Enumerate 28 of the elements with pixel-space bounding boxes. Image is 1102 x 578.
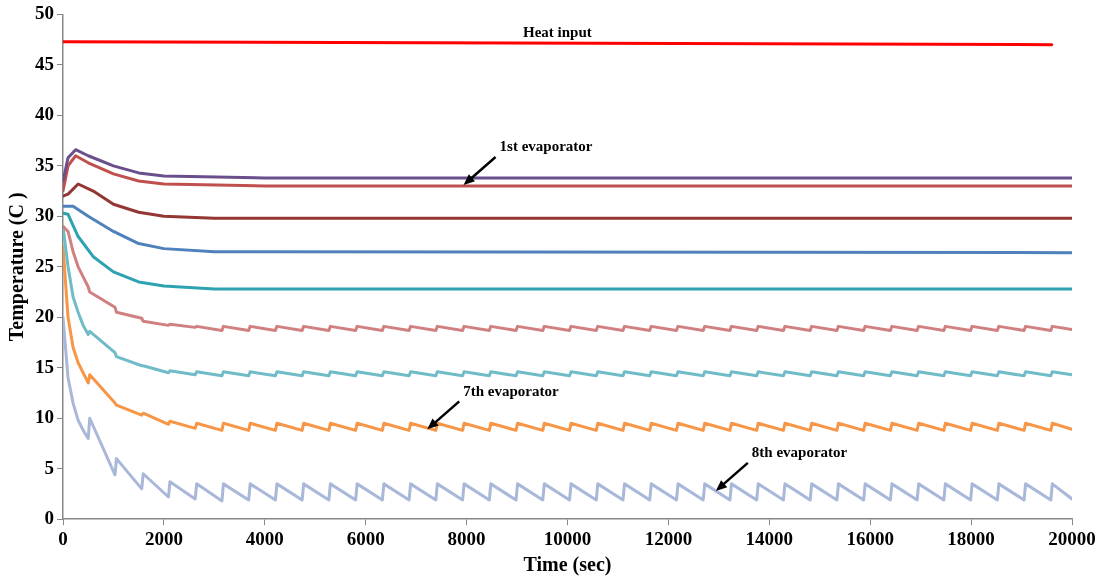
x-axis-title: Time (sec): [523, 553, 612, 577]
y-tick-label: 0: [44, 507, 54, 529]
y-tick-label: 15: [35, 355, 54, 377]
annotation: 8th evaporator: [751, 444, 848, 461]
x-tick-label: 4000: [245, 527, 284, 549]
y-tick-label: 30: [35, 204, 54, 226]
x-tick-label: 0: [58, 527, 68, 549]
y-tick-label: 20: [35, 305, 54, 327]
x-tick-label: 14000: [745, 527, 794, 549]
y-tick-label: 25: [35, 254, 54, 276]
annotation: 1st evaporator: [499, 138, 593, 155]
y-tick-label: 5: [44, 456, 54, 478]
x-tick-label: 12000: [644, 527, 693, 549]
y-tick-label: 50: [35, 2, 54, 24]
x-tick-label: 20000: [1048, 527, 1096, 549]
y-axis-title: Temperature (C ): [5, 192, 29, 342]
series-label: Heat input: [523, 23, 592, 40]
y-tick-label: 45: [35, 52, 54, 74]
x-tick-label: 10000: [543, 527, 592, 549]
x-tick-label: 16000: [846, 527, 894, 549]
x-tick-label: 2000: [144, 527, 183, 549]
y-tick-label: 40: [35, 103, 54, 125]
x-tick-label: 6000: [346, 527, 385, 549]
y-tick-label: 35: [35, 153, 54, 175]
x-tick-label: 8000: [447, 527, 486, 549]
annotation: 7th evaporator: [463, 382, 559, 399]
y-tick-label: 10: [35, 406, 54, 428]
x-tick-label: 18000: [947, 527, 995, 549]
